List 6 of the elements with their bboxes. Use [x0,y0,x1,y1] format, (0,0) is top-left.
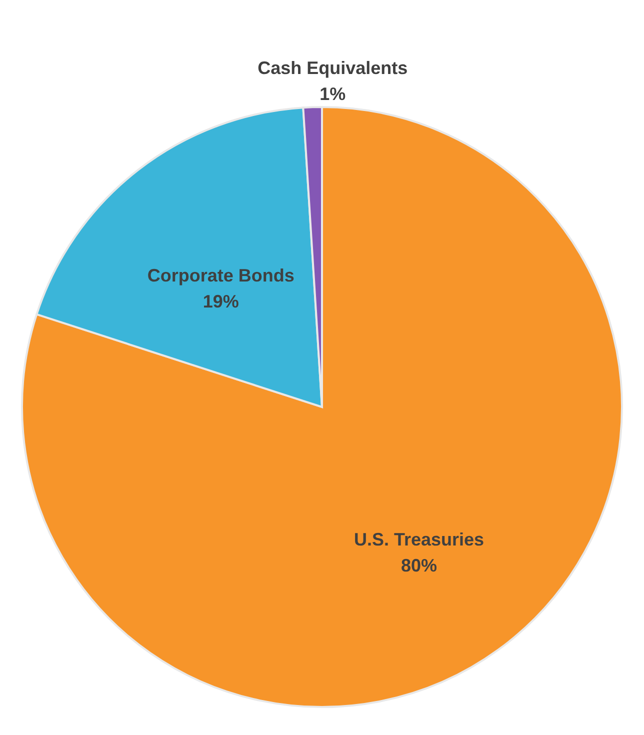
data-label: 1% [320,84,346,104]
slice-label: Cash Equivalents [258,58,408,78]
slice-label: Corporate Bonds [147,266,294,286]
slice-label: U.S. Treasuries [354,529,484,550]
data-label: 80% [400,555,437,576]
data-label: 19% [202,292,239,312]
